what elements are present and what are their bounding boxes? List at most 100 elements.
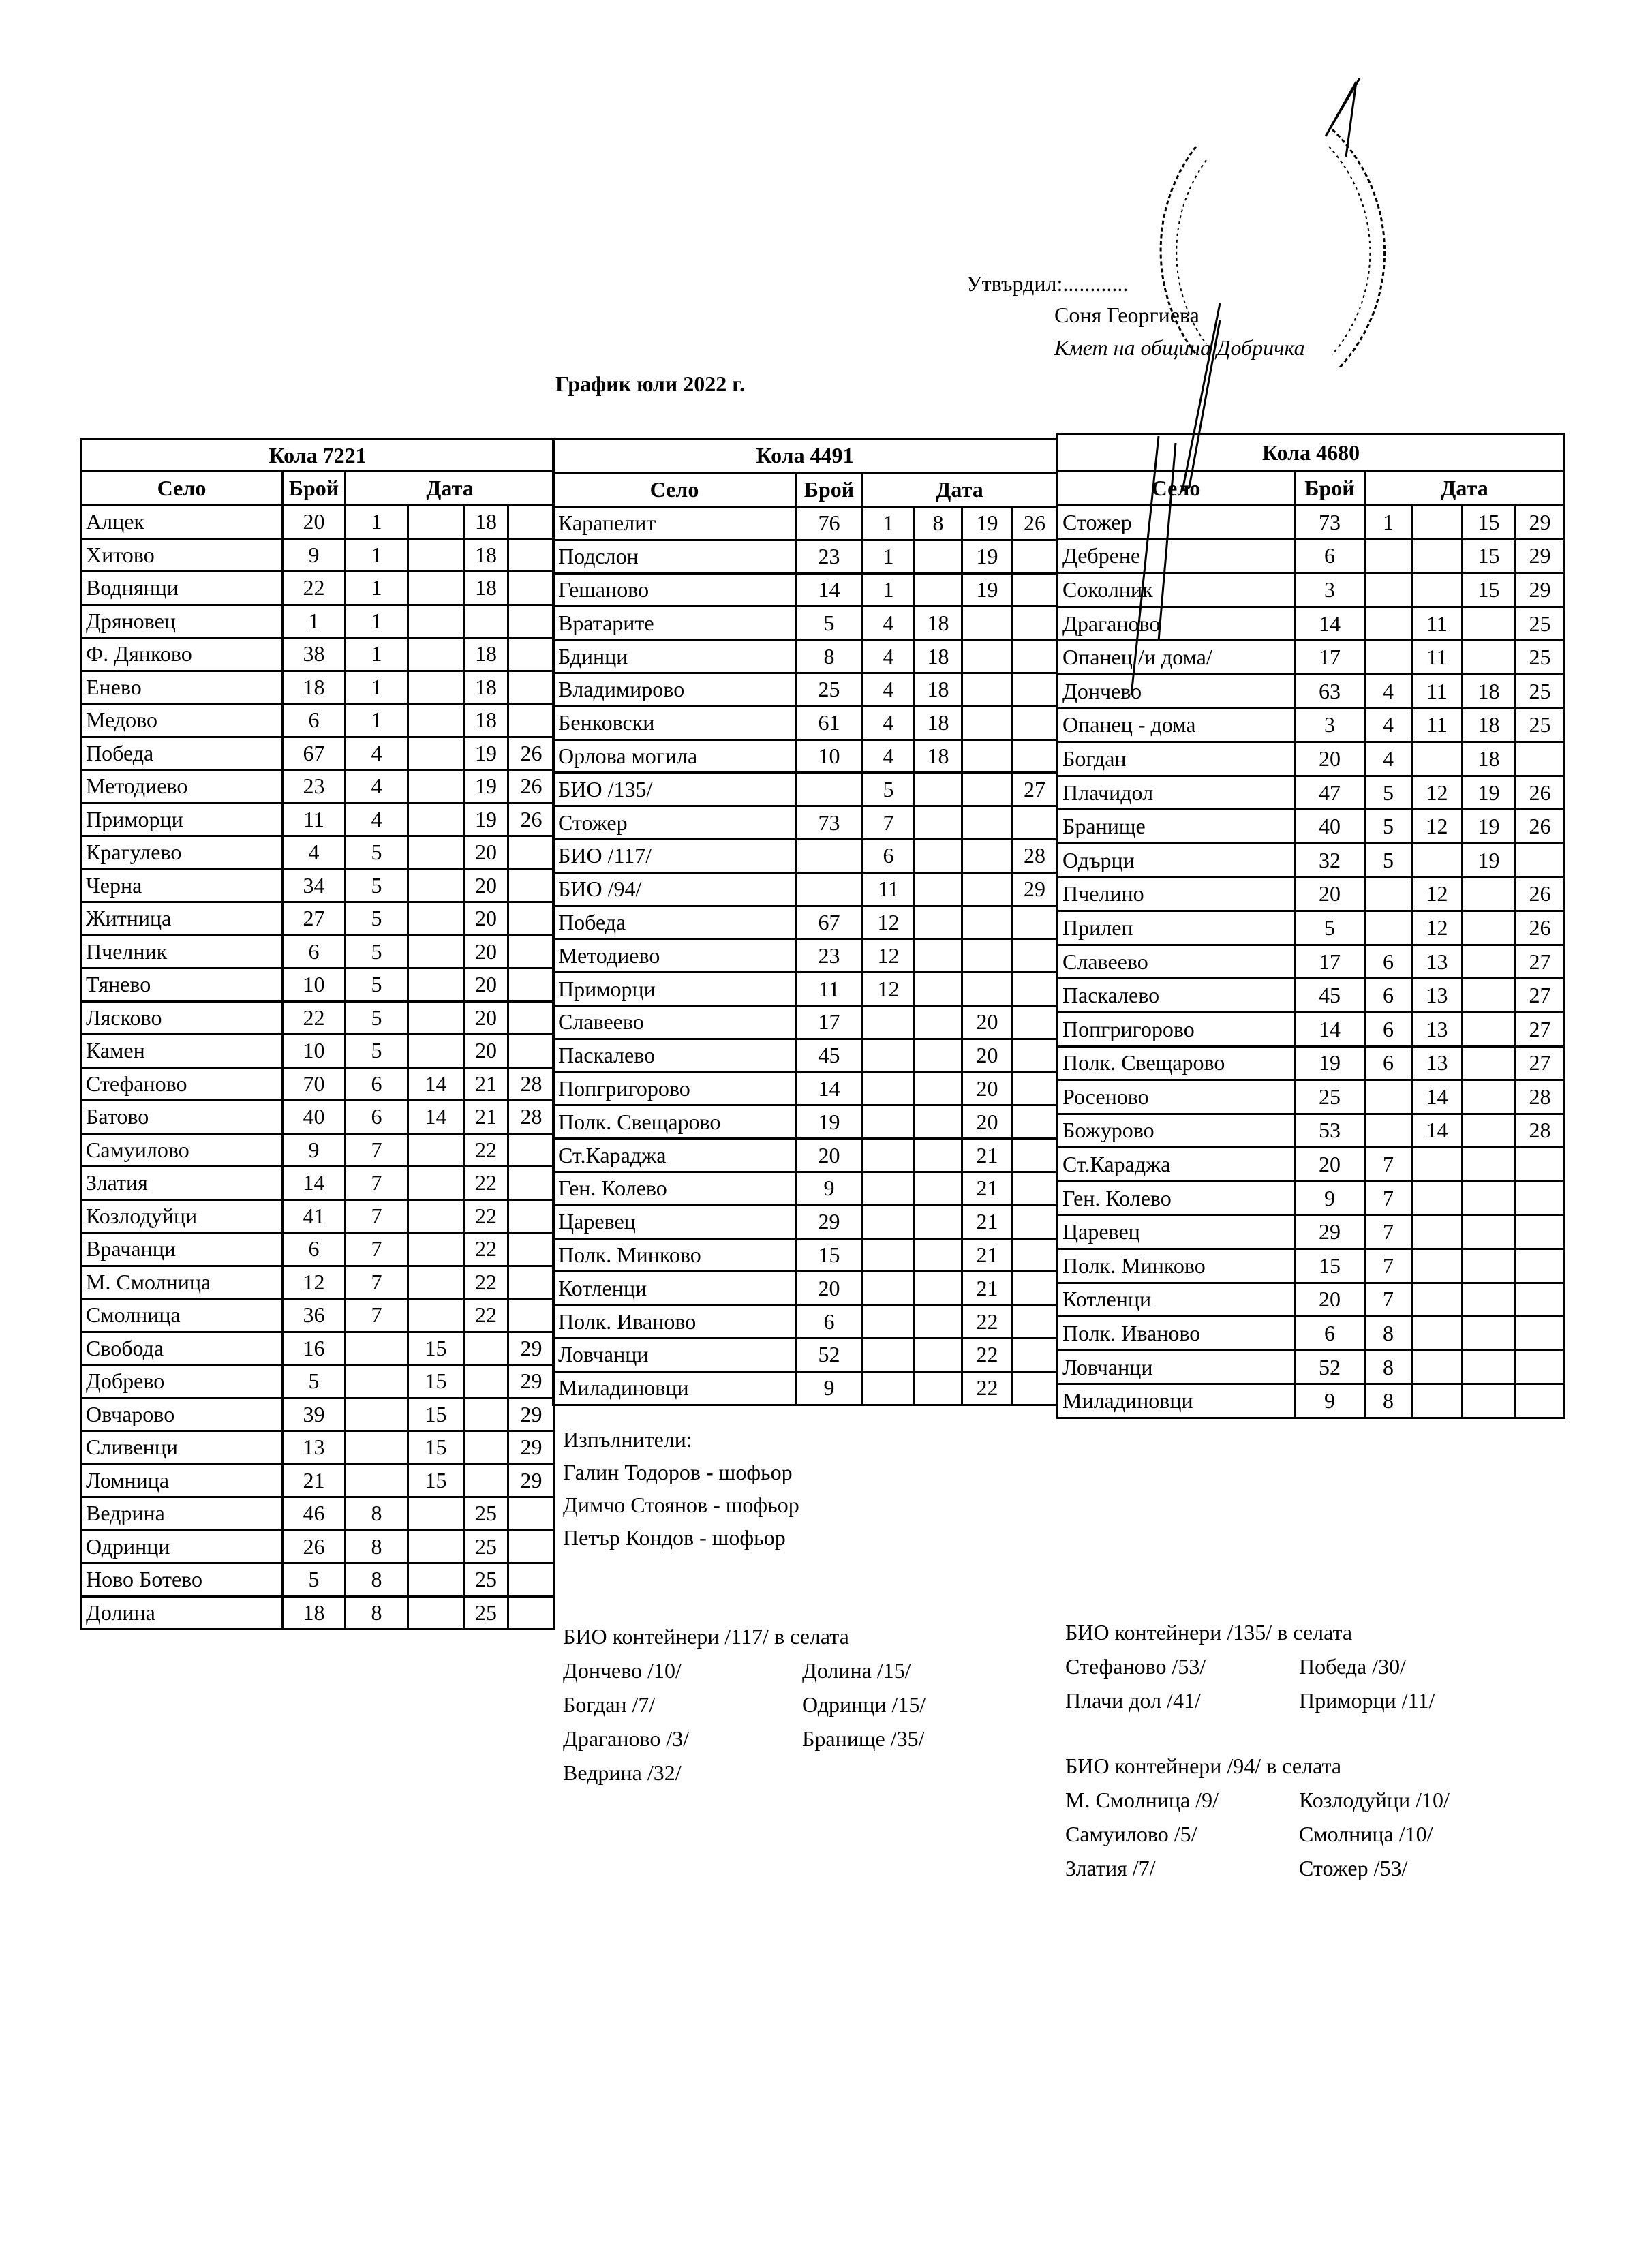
village-cell: Росеново [1056, 1079, 1296, 1115]
date-cell: 4 [344, 769, 409, 804]
date-cell [913, 1170, 963, 1206]
bio-94-item: М. Смолница /9/ [1065, 1788, 1219, 1812]
date-cell [1514, 1146, 1566, 1182]
date-cell: 6 [1364, 1045, 1413, 1082]
date-cell: 21 [961, 1237, 1013, 1273]
date-cell: 5 [861, 771, 915, 808]
table-row: Сливенци 13 15 29 [80, 1430, 556, 1465]
date-cell: 19 [463, 769, 509, 804]
date-cell: 22 [463, 1165, 509, 1201]
date-cell [506, 835, 556, 870]
date-cell [1461, 977, 1516, 1013]
date-cell: 15 [407, 1396, 465, 1432]
village-cell: Драганово [1056, 605, 1296, 642]
date-cell: 1 [344, 603, 409, 639]
date-cell [1411, 1315, 1463, 1351]
date-cell [1514, 1383, 1566, 1420]
table-row: Приморци 11 12 [552, 971, 1058, 1007]
count-cell: 21 [281, 1463, 346, 1498]
page-title: График юли 2022 г. [555, 371, 746, 396]
date-cell [961, 904, 1013, 941]
count-cell: 45 [795, 1037, 863, 1073]
count-cell: 12 [281, 1264, 346, 1300]
count-cell: 5 [281, 1364, 346, 1399]
village-cell: Полк. Иваново [552, 1304, 797, 1339]
village-cell: Котленци [552, 1270, 797, 1306]
table-row: Долина 18 8 25 [80, 1595, 556, 1630]
date-cell: 7 [344, 1232, 409, 1267]
date-cell [913, 938, 963, 974]
date-cell [506, 1562, 556, 1598]
date-cell [861, 1336, 915, 1373]
date-cell: 13 [1411, 1011, 1463, 1048]
village-cell: Победа [80, 735, 284, 771]
date-cell [1011, 1170, 1058, 1206]
table-row: Полк. Свещарово 19 20 [552, 1104, 1058, 1140]
date-cell [407, 570, 465, 606]
count-cell: 10 [281, 967, 346, 1003]
village-cell: Тянево [80, 967, 284, 1003]
count-cell: 23 [795, 538, 863, 575]
village-cell: Славеево [552, 1004, 797, 1040]
date-cell: 20 [463, 868, 509, 903]
village-cell: Дебрене [1056, 538, 1296, 575]
date-cell [913, 971, 963, 1007]
table-row: Котленци 20 7 [1056, 1281, 1566, 1318]
date-cell: 5 [1364, 808, 1413, 844]
count-cell: 8 [795, 639, 863, 674]
date-cell [1364, 1112, 1413, 1149]
date-cell: 22 [463, 1198, 509, 1234]
schedule-table: Кола 7221 Село Брой Дата Алцек 20 1 18 Хитово 9 1 1… [79, 438, 556, 1630]
village-cell: Златия [80, 1165, 284, 1201]
village-cell: Орлова могила [552, 738, 797, 774]
date-cell: 1 [861, 572, 915, 608]
date-cell [506, 1298, 556, 1333]
date-cell: 20 [463, 1000, 509, 1035]
bio-94-block: БИО контейнери /94/ в селата М. Смолница… [1065, 1749, 1450, 1885]
date-cell [1011, 1237, 1058, 1273]
table-row: Стефаново 70 6 14 21 28 [80, 1066, 556, 1101]
date-cell [407, 1529, 465, 1564]
date-cell: 5 [1364, 774, 1413, 811]
date-cell [1461, 1383, 1516, 1420]
table-row: Владимирово 25 4 18 [552, 671, 1058, 707]
stamp-right-arc-inner [1328, 146, 1371, 355]
date-cell: 19 [1461, 842, 1516, 878]
date-cell: 8 [344, 1529, 409, 1564]
date-cell: 1 [861, 538, 915, 575]
date-cell [913, 1270, 963, 1306]
date-cell: 18 [1461, 741, 1516, 777]
table-row: Ген. Колево 9 21 [552, 1170, 1058, 1206]
date-cell: 19 [961, 506, 1013, 541]
date-cell [961, 838, 1013, 874]
date-cell: 21 [463, 1099, 509, 1135]
village-cell: Стожер [1056, 504, 1296, 540]
village-cell: Ново Ботево [80, 1562, 284, 1598]
table-row: Опанец /и дома/17 11 25 [1056, 639, 1566, 675]
executor: Петър Кондов - шофьор [563, 1525, 786, 1550]
table-row: Златия 14 7 22 [80, 1165, 556, 1201]
approver-name: Соня Георгиева [1054, 303, 1199, 327]
date-cell [961, 871, 1013, 907]
date-cell [1461, 1349, 1516, 1386]
village-cell: Котленци [1056, 1281, 1296, 1318]
count-cell: 20 [795, 1137, 863, 1173]
date-cell: 1 [344, 504, 409, 540]
village-cell: Вратарите [552, 605, 797, 641]
date-cell: 27 [1514, 1011, 1566, 1048]
village-cell: Стефаново [80, 1066, 284, 1101]
village-cell: Дряновец [80, 603, 284, 639]
date-cell: 7 [344, 1165, 409, 1201]
date-cell [1364, 639, 1413, 675]
date-cell [913, 1237, 963, 1273]
date-cell [913, 572, 963, 608]
table-row: Ст.Караджа 20 21 [552, 1137, 1058, 1173]
bio-117-item: Богдан /7/ [563, 1692, 656, 1717]
date-cell [1461, 943, 1516, 980]
date-cell [861, 1270, 915, 1306]
count-cell: 23 [795, 938, 863, 974]
date-cell [1461, 639, 1516, 675]
date-cell: 8 [1364, 1383, 1413, 1420]
count-cell: 52 [1294, 1349, 1366, 1386]
table-row: Ново Ботево 5 8 25 [80, 1562, 556, 1598]
